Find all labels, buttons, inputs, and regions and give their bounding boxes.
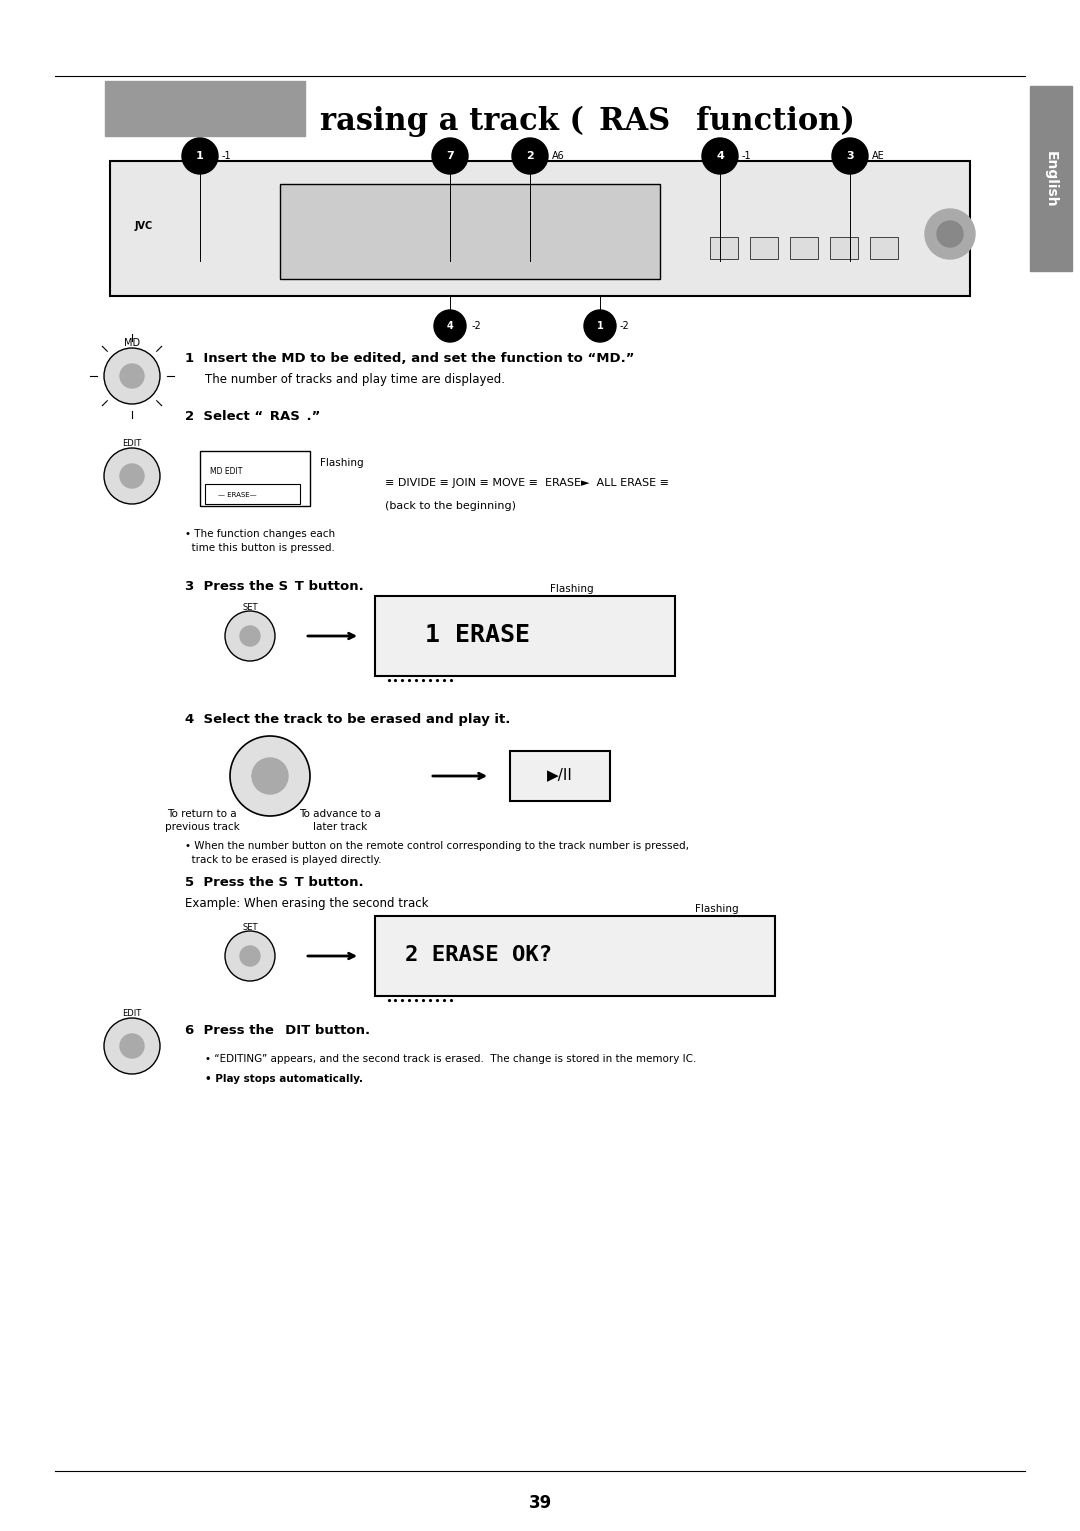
Bar	[280, 184, 660, 279]
Circle shape	[104, 348, 160, 404]
Text: Flashing: Flashing	[550, 583, 594, 594]
Bar	[870, 237, 897, 259]
Bar	[831, 237, 858, 259]
Circle shape	[924, 210, 975, 259]
Circle shape	[104, 449, 160, 504]
Text: 2: 2	[526, 152, 534, 161]
Text: Example: When erasing the second track: Example: When erasing the second track	[185, 897, 429, 911]
Text: 2  Select “ RAS .”: 2 Select “ RAS .”	[185, 409, 321, 423]
Text: -1: -1	[222, 152, 231, 161]
Circle shape	[120, 1033, 144, 1058]
Text: 4: 4	[447, 322, 454, 331]
Circle shape	[937, 220, 963, 246]
Text: To advance to a
later track: To advance to a later track	[299, 808, 381, 833]
Text: The number of tracks and play time are displayed.: The number of tracks and play time are d…	[205, 372, 505, 386]
Bar	[205, 484, 300, 504]
Bar	[710, 237, 738, 259]
Text: 2 ERASE OK?: 2 ERASE OK?	[405, 945, 552, 965]
Text: ≡ DIVIDE ≡ JOIN ≡ MOVE ≡  ERASE►  ALL ERASE ≡: ≡ DIVIDE ≡ JOIN ≡ MOVE ≡ ERASE► ALL ERAS…	[384, 478, 669, 488]
Circle shape	[434, 309, 465, 341]
Text: 39: 39	[528, 1494, 552, 1513]
Text: -1: -1	[742, 152, 752, 161]
Text: 1  Insert the MD to be edited, and set the function to “MD.”: 1 Insert the MD to be edited, and set th…	[185, 352, 635, 366]
Text: AE: AE	[872, 152, 885, 161]
Circle shape	[512, 138, 548, 175]
Text: ∙∙∙∙∙∙∙∙∙∙: ∙∙∙∙∙∙∙∙∙∙	[384, 677, 455, 686]
Text: 3  Press the S T button.: 3 Press the S T button.	[185, 580, 364, 592]
Text: 4  Select the track to be erased and play it.: 4 Select the track to be erased and play…	[185, 712, 511, 726]
Circle shape	[832, 138, 868, 175]
Text: 4: 4	[716, 152, 724, 161]
Circle shape	[584, 309, 616, 341]
Bar	[105, 81, 305, 136]
Bar	[200, 452, 310, 507]
Circle shape	[183, 138, 218, 175]
Text: rasing a track ( RAS  function): rasing a track ( RAS function)	[320, 106, 855, 136]
Text: A6: A6	[552, 152, 565, 161]
Circle shape	[104, 1018, 160, 1075]
Text: EDIT: EDIT	[122, 438, 141, 447]
Circle shape	[702, 138, 738, 175]
Text: MD EDIT: MD EDIT	[210, 467, 242, 476]
Bar	[1030, 86, 1072, 271]
Circle shape	[120, 364, 144, 387]
Text: 3: 3	[847, 152, 854, 161]
Text: 1: 1	[596, 322, 604, 331]
Text: -2: -2	[620, 322, 630, 331]
Circle shape	[240, 626, 260, 646]
Text: SET: SET	[242, 923, 258, 931]
Text: • The function changes each
  time this button is pressed.: • The function changes each time this bu…	[185, 530, 335, 553]
Text: • “EDITING” appears, and the second track is erased.  The change is stored in th: • “EDITING” appears, and the second trac…	[205, 1053, 697, 1064]
Circle shape	[225, 931, 275, 981]
Text: — ERASE—: — ERASE—	[218, 491, 257, 498]
Text: SET: SET	[242, 603, 258, 611]
Text: • When the number button on the remote control corresponding to the track number: • When the number button on the remote c…	[185, 841, 689, 865]
Text: 7: 7	[446, 152, 454, 161]
Text: 6  Press the  DIT button.: 6 Press the DIT button.	[185, 1024, 370, 1038]
Text: ∙∙∙∙∙∙∙∙∙∙: ∙∙∙∙∙∙∙∙∙∙	[384, 997, 455, 1006]
Text: Flashing: Flashing	[320, 458, 364, 468]
Bar	[789, 237, 818, 259]
Text: ▶/II: ▶/II	[548, 767, 572, 782]
Text: • Play stops automatically.: • Play stops automatically.	[205, 1075, 363, 1084]
Text: 1: 1	[197, 152, 204, 161]
Text: English: English	[1044, 150, 1058, 207]
Bar	[510, 752, 610, 801]
Bar	[110, 161, 970, 295]
Bar	[375, 916, 775, 997]
Circle shape	[432, 138, 468, 175]
Text: -2: -2	[472, 322, 482, 331]
Circle shape	[120, 464, 144, 488]
Circle shape	[230, 736, 310, 816]
Text: 5  Press the S T button.: 5 Press the S T button.	[185, 877, 364, 890]
Text: Flashing: Flashing	[696, 903, 739, 914]
Text: To return to a
previous track: To return to a previous track	[164, 808, 240, 833]
Circle shape	[252, 758, 288, 795]
Circle shape	[225, 611, 275, 661]
Text: 1 ERASE: 1 ERASE	[426, 623, 530, 648]
Text: JVC: JVC	[135, 220, 153, 231]
Text: MD: MD	[124, 338, 140, 348]
Text: (back to the beginning): (back to the beginning)	[384, 501, 516, 511]
Bar	[750, 237, 778, 259]
Bar	[375, 596, 675, 677]
Circle shape	[240, 946, 260, 966]
Text: EDIT: EDIT	[122, 1009, 141, 1018]
